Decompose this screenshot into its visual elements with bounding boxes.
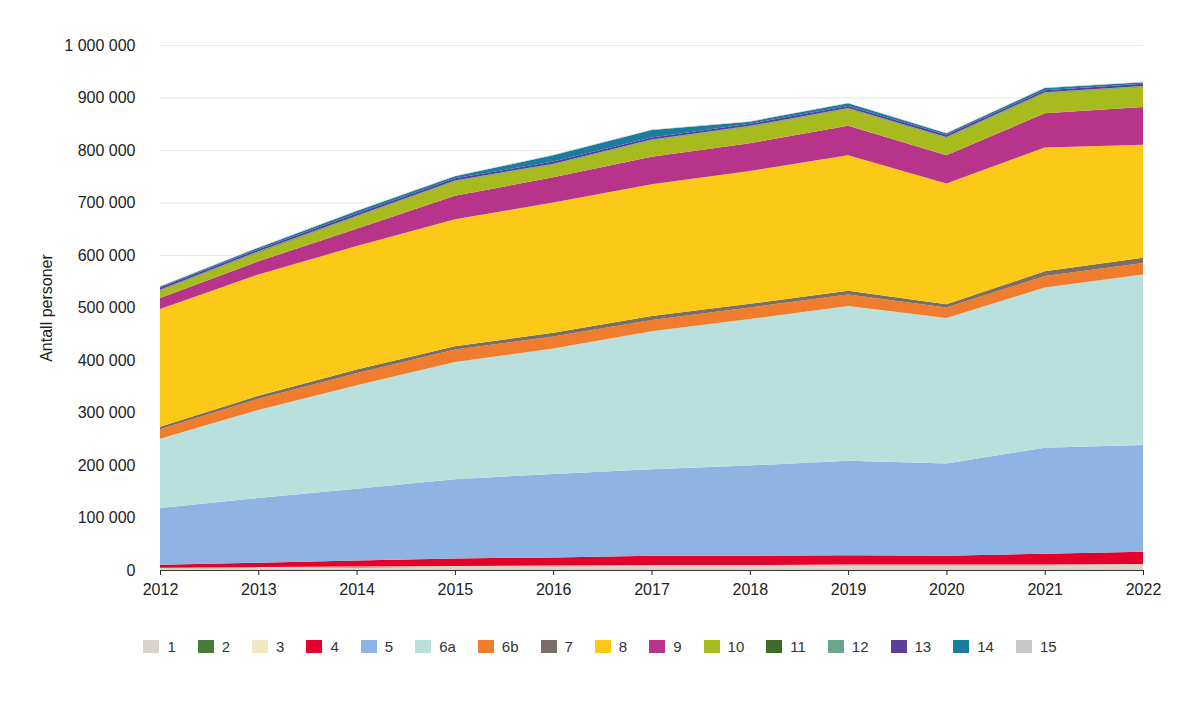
html-text:4: 4 xyxy=(330,638,339,655)
html-text:2: 2 xyxy=(221,638,231,655)
svg-text:2015: 2015 xyxy=(438,581,474,598)
svg-text:2014: 2014 xyxy=(339,581,375,598)
svg-text:2021: 2021 xyxy=(1027,581,1063,598)
svg-text:2012: 2012 xyxy=(143,581,179,598)
svg-text:Antall personer: Antall personer xyxy=(38,254,55,362)
html-text:8: 8 xyxy=(618,638,628,655)
html-text:3: 3 xyxy=(276,638,285,655)
svg-text:200 000: 200 000 xyxy=(78,457,136,474)
svg-text:300 000: 300 000 xyxy=(78,404,136,421)
html-text:7: 7 xyxy=(564,638,573,655)
html-text:11: 11 xyxy=(790,638,806,655)
html-text:5: 5 xyxy=(384,638,394,655)
svg-text:400 000: 400 000 xyxy=(78,352,136,369)
html-text:9: 9 xyxy=(673,638,682,655)
svg-text:700 000: 700 000 xyxy=(78,194,136,211)
svg-text:2016: 2016 xyxy=(536,581,572,598)
svg-text:2020: 2020 xyxy=(929,581,965,598)
html-text:12: 12 xyxy=(851,638,869,655)
svg-text:2013: 2013 xyxy=(241,581,277,598)
html-text:6a: 6a xyxy=(439,638,456,655)
html-text:14: 14 xyxy=(977,638,994,655)
svg-text:900 000: 900 000 xyxy=(78,89,136,106)
svg-text:1 000 000: 1 000 000 xyxy=(64,37,135,54)
html-text:10: 10 xyxy=(727,638,745,655)
svg-text:2018: 2018 xyxy=(733,581,769,598)
svg-text:500 000: 500 000 xyxy=(78,299,136,316)
html-text:15: 15 xyxy=(1039,638,1057,655)
svg-text:0: 0 xyxy=(127,562,136,579)
svg-text:100 000: 100 000 xyxy=(78,509,136,526)
svg-text:2019: 2019 xyxy=(831,581,867,598)
svg-text:600 000: 600 000 xyxy=(78,247,136,264)
html-text:1: 1 xyxy=(167,638,176,655)
svg-text:800 000: 800 000 xyxy=(78,142,136,159)
html-text:6b: 6b xyxy=(501,638,519,655)
html-text:13: 13 xyxy=(914,638,932,655)
svg-text:2017: 2017 xyxy=(634,581,670,598)
svg-text:2022: 2022 xyxy=(1126,581,1162,598)
